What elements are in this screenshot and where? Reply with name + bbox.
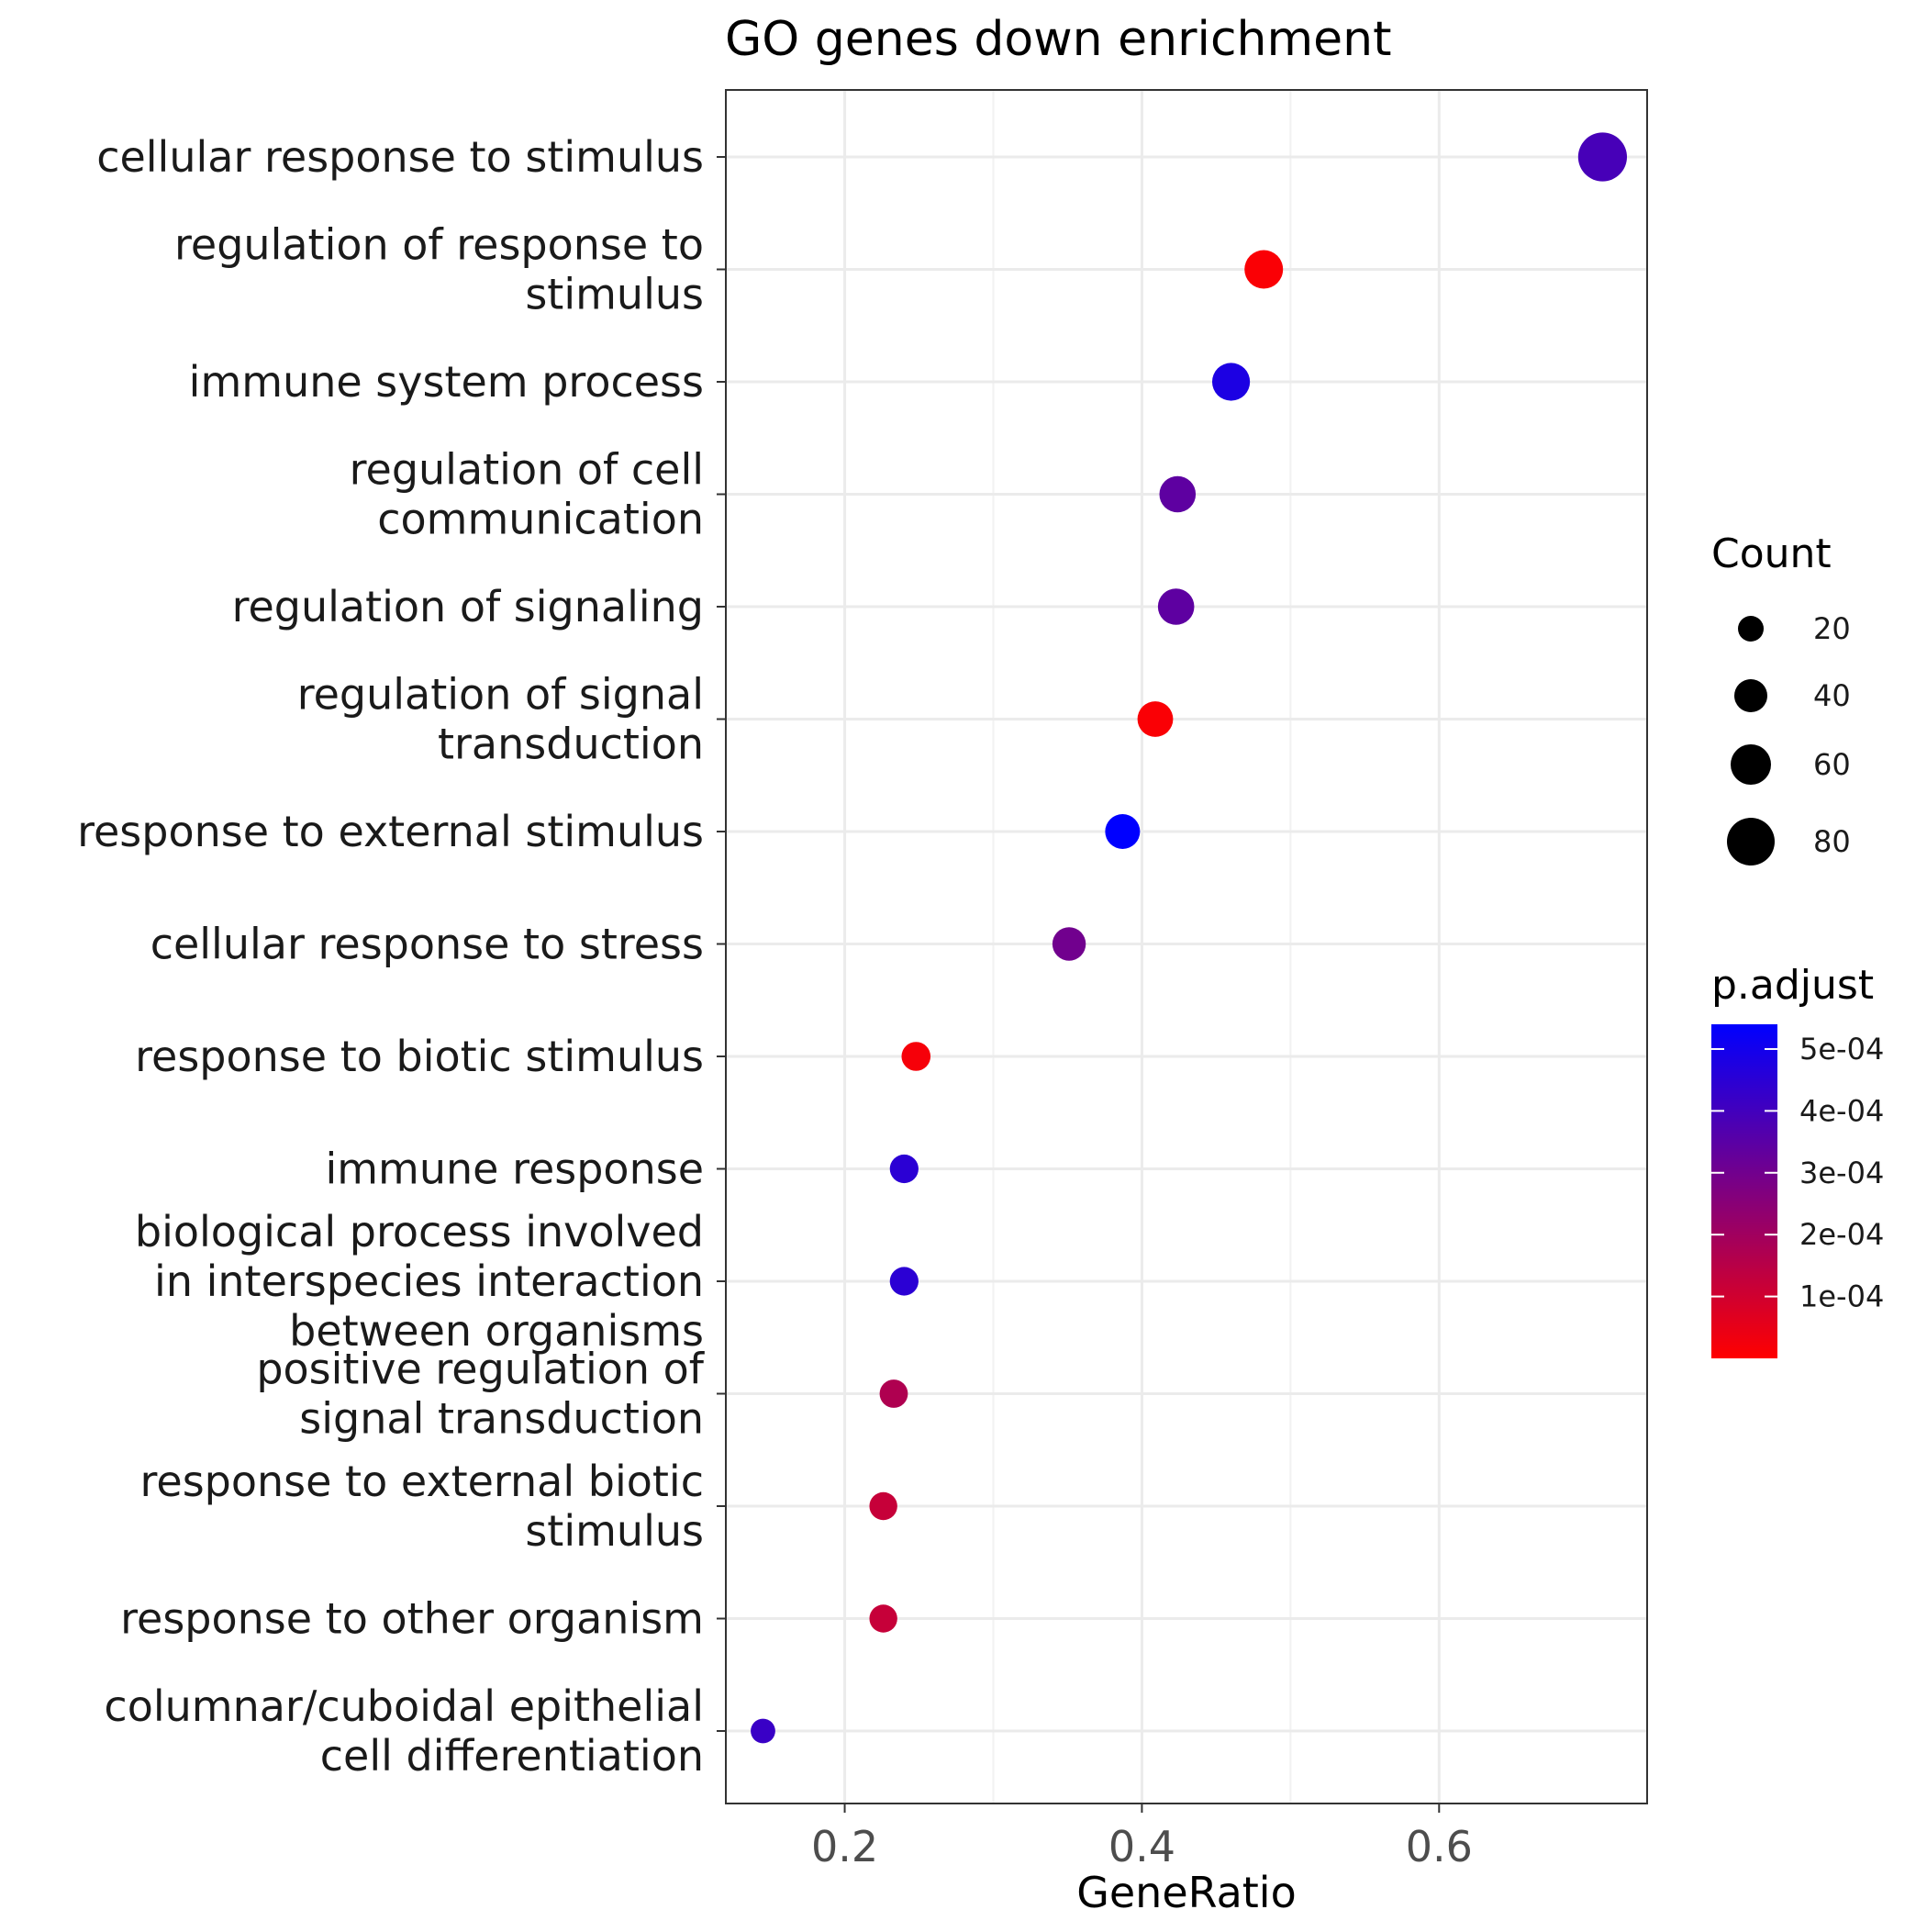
padjust-legend-label: 3e-04 xyxy=(1799,1156,1884,1190)
data-point xyxy=(869,1491,897,1521)
padjust-legend-label: 5e-04 xyxy=(1799,1032,1884,1067)
data-point xyxy=(889,1154,919,1184)
data-point xyxy=(1105,814,1141,849)
y-tick-label: regulation of cell communication xyxy=(350,445,704,544)
count-legend-key xyxy=(1731,744,1771,785)
y-tick-label: regulation of response to stimulus xyxy=(174,220,704,319)
data-point xyxy=(1052,927,1086,961)
count-legend-label: 60 xyxy=(1813,747,1851,782)
data-points xyxy=(751,132,1628,1744)
data-point xyxy=(751,1718,775,1744)
count-legend-key xyxy=(1734,679,1767,712)
data-point xyxy=(1157,588,1195,625)
y-tick-label: response to other organism xyxy=(120,1594,704,1644)
x-axis: 0.2 0.4 0.6 xyxy=(811,1804,1473,1871)
y-tick-label: columnar/cuboidal epithelial cell differe… xyxy=(104,1681,704,1781)
count-legend-label: 20 xyxy=(1813,611,1851,646)
x-tick-label: 0.6 xyxy=(1406,1822,1473,1871)
padjust-legend-label: 4e-04 xyxy=(1799,1093,1884,1128)
data-point xyxy=(1159,475,1197,513)
data-point xyxy=(1244,250,1284,289)
y-tick-label: biological process involved in interspeci… xyxy=(135,1207,704,1356)
plot-panel-border xyxy=(725,89,1648,1804)
data-point xyxy=(1211,363,1251,401)
data-point xyxy=(879,1379,908,1408)
y-tick-label: cellular response to stimulus xyxy=(96,132,704,182)
grid xyxy=(726,90,1647,1804)
data-point xyxy=(901,1042,931,1071)
count-legend-label: 40 xyxy=(1813,678,1851,713)
count-legend-title: Count xyxy=(1711,530,1832,577)
data-point xyxy=(1137,701,1174,737)
y-tick-label: response to external stimulus xyxy=(77,807,704,856)
padjust-legend: p.adjust 1e-04 2e-04 3e-04 4e-04 5e-04 xyxy=(1711,962,1884,1358)
y-tick-label: immune system process xyxy=(189,357,704,407)
count-legend-key xyxy=(1738,616,1764,642)
y-tick-label: regulation of signaling xyxy=(232,582,704,631)
y-tick-label: response to external biotic stimulus xyxy=(140,1457,705,1556)
x-tick-label: 0.2 xyxy=(811,1822,878,1871)
data-point xyxy=(869,1604,897,1633)
count-legend-label: 80 xyxy=(1813,824,1851,859)
padjust-legend-title: p.adjust xyxy=(1711,962,1874,1009)
count-legend: Count 20 40 60 80 xyxy=(1711,530,1851,865)
y-tick-label: positive regulation of signal transductio… xyxy=(256,1345,705,1444)
data-point xyxy=(889,1267,919,1296)
data-point xyxy=(1577,132,1628,182)
y-axis: cellular response to stimulus regulation … xyxy=(77,132,726,1781)
y-tick-label: immune response xyxy=(325,1145,704,1194)
y-tick-label: cellular response to stress xyxy=(150,920,704,969)
count-legend-key xyxy=(1727,818,1775,865)
y-tick-label: regulation of signal transduction xyxy=(297,670,704,769)
x-tick-label: 0.4 xyxy=(1108,1822,1175,1871)
chart-title: GO genes down enrichment xyxy=(725,12,1391,67)
padjust-legend-label: 2e-04 xyxy=(1799,1217,1884,1252)
y-tick-label: response to biotic stimulus xyxy=(135,1032,704,1081)
x-axis-title: GeneRatio xyxy=(1076,1868,1297,1917)
padjust-colorbar xyxy=(1711,1024,1777,1358)
padjust-legend-label: 1e-04 xyxy=(1799,1279,1884,1314)
